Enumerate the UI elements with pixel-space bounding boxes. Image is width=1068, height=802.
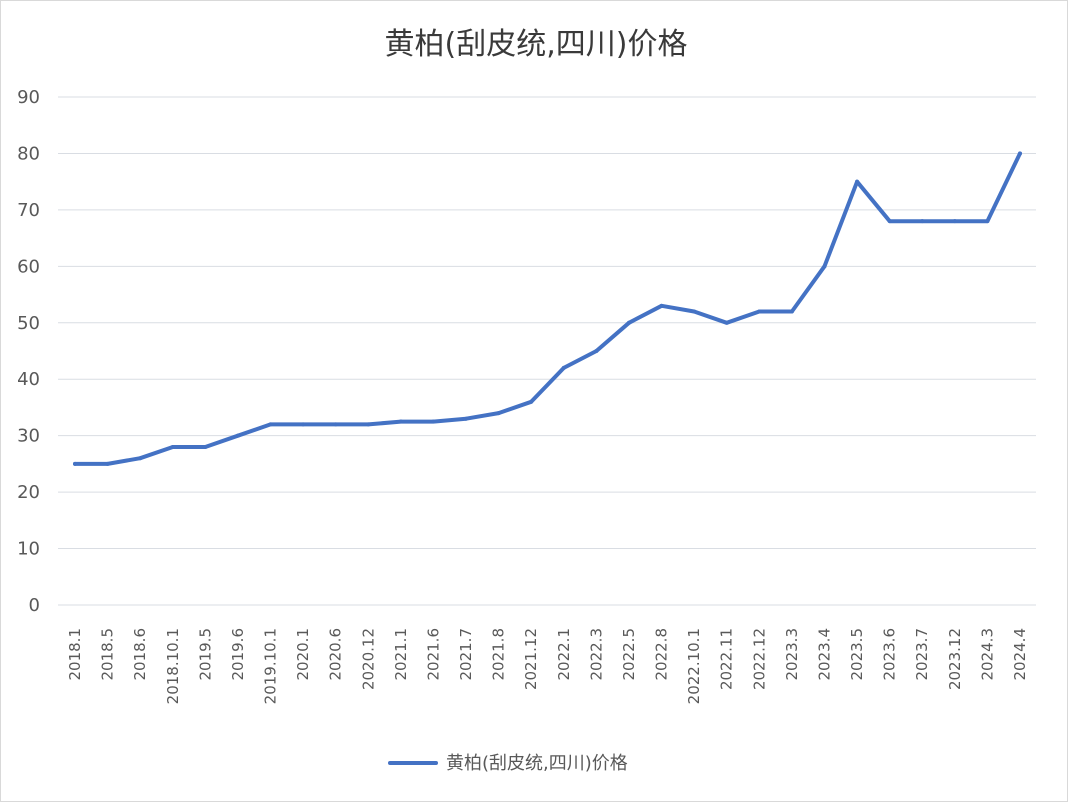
legend[interactable]: 黄柏(刮皮统,四川)价格 [388, 753, 628, 774]
data-point[interactable] [561, 365, 566, 370]
y-tick-label: 70 [17, 200, 40, 221]
data-point[interactable] [822, 264, 827, 269]
y-tick-label: 0 [29, 595, 40, 616]
y-tick-label: 60 [17, 256, 40, 277]
x-axis-ticks: 2018.1 2018.5 2018.6 2018.10.1 2019.5 2019.6 2… [66, 628, 1029, 704]
x-tick-label: 2024.4 [1011, 628, 1029, 681]
data-point[interactable] [333, 422, 338, 427]
x-tick-label: 2023.12 [946, 628, 964, 690]
x-tick-label: 2022.8 [653, 628, 671, 681]
x-tick-label: 2019.6 [229, 628, 247, 681]
y-tick-label: 80 [17, 143, 40, 164]
x-tick-label: 2022.1 [555, 628, 573, 681]
data-point[interactable] [952, 219, 957, 224]
x-tick-label: 2023.7 [913, 628, 931, 681]
data-point[interactable] [985, 219, 990, 224]
x-tick-label: 2021.7 [457, 628, 475, 681]
data-point[interactable] [855, 179, 860, 184]
x-tick-label: 2023.4 [815, 628, 833, 681]
x-tick-label: 2022.12 [750, 628, 768, 690]
x-tick-label: 2021.12 [522, 628, 540, 690]
data-point[interactable] [301, 422, 306, 427]
x-tick-label: 2022.5 [620, 628, 638, 681]
x-tick-label: 2022.11 [718, 628, 736, 690]
x-tick-label: 2020.6 [327, 628, 345, 681]
x-tick-label: 2020.12 [359, 628, 377, 690]
series-line[interactable] [73, 151, 1022, 466]
x-tick-label: 2024.3 [978, 628, 996, 681]
x-tick-label: 2019.5 [196, 628, 214, 681]
x-tick-label: 2023.3 [783, 628, 801, 681]
x-tick-label: 2018.5 [99, 628, 117, 681]
data-point[interactable] [398, 419, 403, 424]
data-point[interactable] [692, 309, 697, 314]
data-point[interactable] [170, 444, 175, 449]
data-point[interactable] [496, 411, 501, 416]
y-tick-label: 90 [17, 87, 40, 108]
data-point[interactable] [887, 219, 892, 224]
x-tick-label: 2023.6 [881, 628, 899, 681]
x-tick-label: 2021.1 [392, 628, 410, 681]
data-point[interactable] [366, 422, 371, 427]
x-tick-label: 2019.10.1 [262, 628, 280, 704]
x-tick-label: 2018.10.1 [164, 628, 182, 704]
y-tick-label: 50 [17, 313, 40, 334]
x-tick-label: 2020.1 [294, 628, 312, 681]
data-point[interactable] [920, 219, 925, 224]
data-point[interactable] [431, 419, 436, 424]
x-tick-label: 2021.6 [424, 628, 442, 681]
grid-lines [58, 96, 1036, 606]
data-point[interactable] [464, 416, 469, 421]
x-tick-label: 2018.6 [131, 628, 149, 681]
data-point[interactable] [203, 444, 208, 449]
data-point[interactable] [724, 320, 729, 325]
data-point[interactable] [594, 349, 599, 353]
data-point[interactable] [268, 422, 273, 427]
y-tick-label: 20 [17, 482, 40, 503]
y-tick-label: 40 [17, 369, 40, 390]
data-point[interactable] [1018, 151, 1022, 156]
data-point[interactable] [235, 433, 240, 438]
x-tick-label: 2021.8 [490, 628, 508, 681]
data-point[interactable] [73, 461, 77, 466]
x-tick-label: 2022.3 [587, 628, 605, 681]
y-tick-label: 30 [17, 426, 40, 447]
data-point[interactable] [757, 309, 762, 314]
data-point[interactable] [659, 303, 664, 308]
data-point[interactable] [626, 320, 631, 325]
chart-title: 黄柏(刮皮统,四川)价格 [385, 27, 688, 62]
data-point[interactable] [529, 399, 534, 404]
series-layer [73, 151, 1022, 466]
x-tick-label: 2023.5 [848, 628, 866, 681]
legend-label: 黄柏(刮皮统,四川)价格 [446, 753, 628, 774]
y-axis-ticks: 0 10 20 30 40 50 60 70 80 90 [17, 87, 40, 616]
y-tick-label: 10 [17, 539, 40, 560]
data-point[interactable] [105, 461, 110, 466]
data-point[interactable] [789, 309, 794, 314]
x-tick-label: 2022.10.1 [685, 628, 703, 704]
data-point[interactable] [138, 456, 143, 461]
x-tick-label: 2018.1 [66, 628, 84, 681]
